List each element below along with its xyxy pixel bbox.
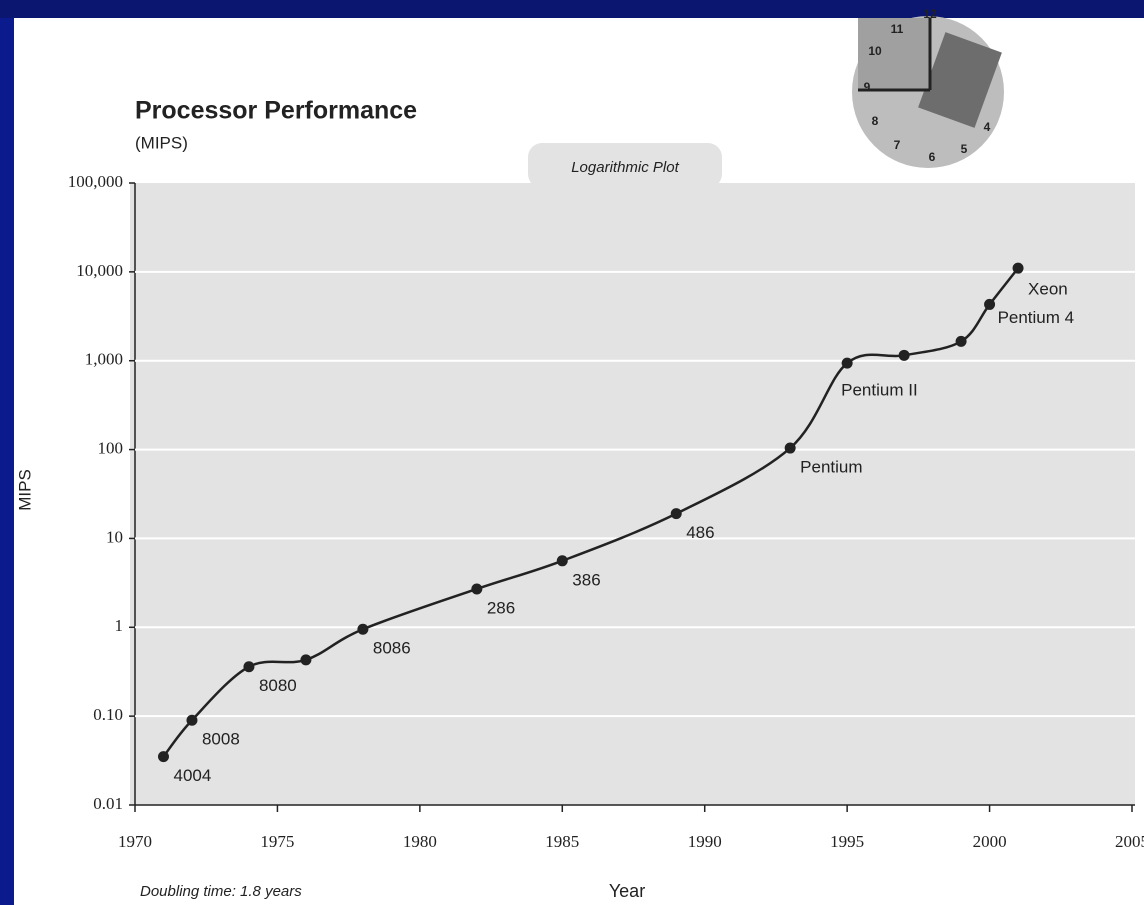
- chart: Logarithmic Plot Processor Performance (…: [0, 0, 1144, 905]
- y-tick-label: 1: [115, 616, 124, 635]
- y-tick-label: 10,000: [76, 261, 123, 280]
- point: [1013, 263, 1024, 274]
- clock-number: 10: [868, 44, 882, 58]
- x-axis-label: Year: [609, 881, 645, 901]
- point-label: 386: [572, 570, 600, 589]
- x-tick-label: 2000: [973, 832, 1007, 851]
- point-label: 286: [487, 598, 515, 617]
- plot-tag: Logarithmic Plot: [571, 159, 679, 176]
- point-label: 8086: [373, 639, 411, 658]
- x-tick-label: 1980: [403, 832, 437, 851]
- point-label: 8080: [259, 676, 297, 695]
- point-label: 486: [686, 523, 714, 542]
- point-label: Pentium II: [841, 381, 918, 400]
- point: [186, 715, 197, 726]
- x-tick-label: 2005: [1115, 832, 1144, 851]
- point-label: Pentium: [800, 458, 862, 477]
- y-tick-label: 0.10: [93, 705, 123, 724]
- y-tick-label: 10: [106, 527, 123, 546]
- point: [785, 443, 796, 454]
- clock-number: 4: [984, 120, 991, 134]
- point: [357, 624, 368, 635]
- y-axis-label: MIPS: [15, 469, 34, 511]
- top-bar: [0, 0, 1144, 18]
- clock-number: 8: [872, 114, 879, 128]
- page: {"chart_data": { "type": "line", "title"…: [0, 0, 1144, 905]
- note: Doubling time: 1.8 years: [140, 883, 302, 900]
- point: [243, 661, 254, 672]
- point: [956, 336, 967, 347]
- y-tick-label: 0.01: [93, 794, 123, 813]
- clock-illustration: [852, 16, 1004, 168]
- x-tick-label: 1990: [688, 832, 722, 851]
- clock-number: 6: [929, 150, 936, 164]
- point-label: 4004: [173, 766, 211, 785]
- point-label: Pentium 4: [998, 308, 1075, 327]
- point: [300, 654, 311, 665]
- point: [471, 583, 482, 594]
- x-tick-label: 1975: [260, 832, 294, 851]
- plot-area: [130, 183, 1135, 805]
- y-tick-label: 1,000: [85, 350, 123, 369]
- point: [158, 751, 169, 762]
- point-label: 8008: [202, 730, 240, 749]
- y-tick-label: 100: [98, 438, 124, 457]
- x-tick-label: 1985: [545, 832, 579, 851]
- point: [899, 350, 910, 361]
- point-label: Xeon: [1028, 280, 1068, 299]
- x-tick-label: 1995: [830, 832, 864, 851]
- point: [984, 299, 995, 310]
- clock-number: 5: [961, 142, 968, 156]
- clock-number: 9: [864, 80, 871, 94]
- clock-number: 12: [923, 7, 937, 21]
- point: [671, 508, 682, 519]
- x-tick-label: 1970: [118, 832, 152, 851]
- chart-title: Processor Performance: [135, 97, 417, 125]
- point: [557, 555, 568, 566]
- y-tick-label: 100,000: [68, 172, 123, 191]
- chart-subtitle: (MIPS): [135, 133, 188, 152]
- clock-number: 7: [894, 138, 901, 152]
- clock-number: 11: [891, 22, 904, 36]
- point: [842, 358, 853, 369]
